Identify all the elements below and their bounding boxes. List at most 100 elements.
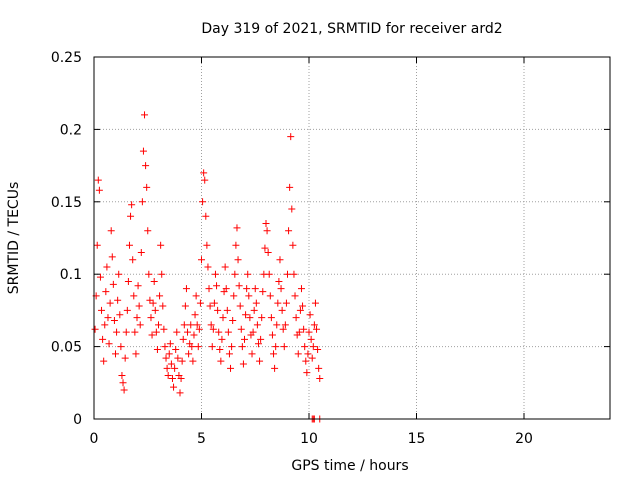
data-point: [310, 321, 318, 329]
data-point: [209, 325, 217, 333]
data-point: [134, 282, 142, 290]
data-point: [130, 292, 138, 300]
data-point: [285, 227, 293, 235]
data-point: [123, 306, 131, 314]
data-point: [115, 270, 123, 278]
data-point: [182, 285, 190, 293]
data-point: [136, 321, 144, 329]
data-point: [243, 285, 251, 293]
data-point: [316, 374, 324, 382]
data-point: [166, 340, 174, 348]
data-point: [101, 321, 109, 329]
data-point: [93, 241, 101, 249]
chart-title: Day 319 of 2021, SRMTID for receiver ard…: [201, 21, 502, 37]
data-point: [121, 354, 129, 362]
data-point: [309, 343, 317, 351]
data-point: [301, 343, 309, 351]
data-point: [284, 270, 291, 278]
data-point: [222, 285, 230, 293]
data-point: [185, 350, 193, 358]
data-point: [114, 296, 122, 304]
data-point: [290, 270, 298, 278]
data-point: [96, 273, 104, 281]
data-point: [302, 357, 310, 365]
data-point: [261, 244, 269, 252]
data-point: [105, 340, 113, 348]
data-point: [264, 248, 272, 256]
data-point: [167, 360, 175, 368]
data-point: [227, 364, 235, 372]
data-point: [129, 256, 137, 264]
data-point: [141, 111, 149, 119]
data-point: [237, 325, 245, 333]
data-point: [211, 270, 219, 278]
data-point: [217, 357, 225, 365]
data-point: [200, 169, 208, 177]
data-point: [274, 299, 282, 307]
data-point: [303, 369, 311, 377]
data-point: [164, 372, 172, 380]
y-tick-label: 0: [73, 412, 82, 428]
data-point: [313, 325, 321, 333]
data-point: [190, 331, 198, 339]
data-point: [259, 288, 267, 296]
data-point: [143, 183, 151, 191]
data-point: [265, 270, 273, 278]
data-point: [148, 331, 156, 339]
data-point: [122, 328, 130, 336]
data-point: [271, 364, 279, 372]
data-point: [207, 321, 215, 329]
data-point: [267, 314, 275, 322]
data-point: [91, 325, 99, 333]
data-point: [254, 340, 262, 348]
data-point: [184, 328, 192, 336]
data-point: [308, 354, 316, 362]
data-point: [257, 335, 265, 343]
data-point: [266, 292, 274, 300]
data-point: [152, 328, 160, 336]
data-point: [262, 220, 270, 228]
data-point: [245, 292, 253, 300]
data-point: [158, 270, 166, 278]
data-point: [94, 176, 102, 184]
data-point: [198, 256, 205, 264]
data-point: [215, 328, 223, 336]
data-point: [256, 357, 264, 365]
data-point: [181, 302, 189, 310]
data-point: [273, 321, 281, 329]
data-point: [270, 350, 278, 358]
data-point: [299, 302, 307, 310]
x-tick-label: 20: [515, 431, 533, 447]
data-point: [210, 299, 218, 307]
data-point: [113, 328, 121, 336]
data-points: [91, 111, 324, 423]
data-point: [146, 296, 154, 304]
data-point: [120, 386, 128, 394]
data-point: [294, 350, 302, 358]
data-point: [178, 357, 186, 365]
data-point: [132, 350, 140, 358]
data-point: [165, 350, 173, 358]
data-point: [282, 299, 290, 307]
plot-frame: [93, 56, 611, 420]
data-point: [192, 292, 200, 300]
data-point: [277, 285, 285, 293]
data-point: [125, 241, 133, 249]
data-point: [258, 314, 266, 322]
data-point: [127, 212, 135, 220]
data-point: [275, 277, 283, 285]
data-point: [248, 350, 256, 358]
data-point: [199, 198, 207, 206]
data-point: [147, 314, 155, 322]
data-point: [280, 343, 288, 351]
data-point: [116, 311, 124, 319]
data-point: [292, 314, 300, 322]
data-point: [102, 288, 110, 296]
data-point: [156, 292, 164, 300]
data-point: [315, 364, 323, 372]
data-point: [233, 224, 241, 232]
data-point: [110, 317, 118, 325]
data-point: [162, 354, 170, 362]
data-point: [250, 306, 258, 314]
data-point: [103, 263, 111, 271]
